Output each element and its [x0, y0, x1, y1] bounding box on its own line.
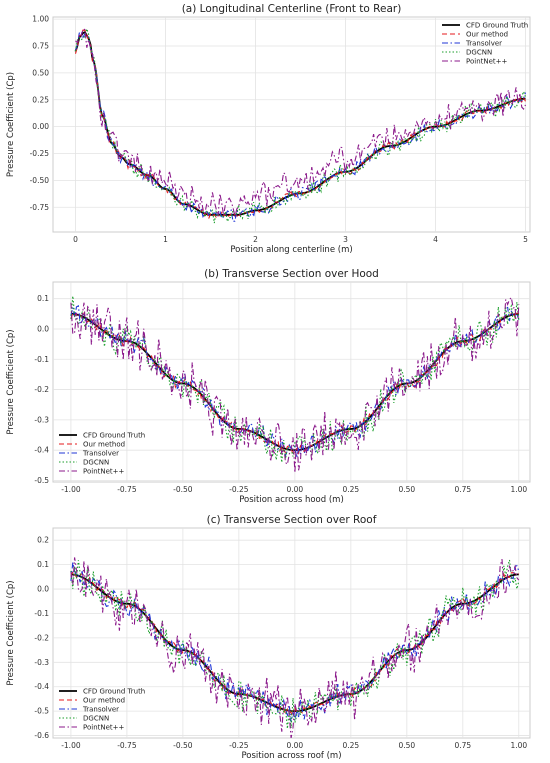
- y-tick-label: -0.5: [34, 476, 49, 485]
- y-tick-label: -0.5: [34, 707, 49, 716]
- legend-label: PointNet++: [83, 468, 125, 476]
- y-tick-label: -0.4: [34, 446, 49, 455]
- legend-label: Our method: [466, 31, 508, 39]
- legend-label: DGCNN: [83, 715, 109, 723]
- chart-panel-3: -1.00 -0.75 -0.50 -0.25 0.00 0.25 0.50 0.75 1.00…: [6, 514, 531, 761]
- plot-area: [52, 281, 531, 483]
- series-line-our-method: [74, 29, 526, 221]
- x-tick-label: -0.75: [117, 741, 137, 750]
- y-tick-label: 0.1: [37, 560, 49, 569]
- x-tick-label: -0.25: [229, 485, 249, 494]
- y-tick-label: -0.4: [34, 682, 49, 691]
- legend-label: Transolver: [82, 706, 119, 714]
- series-line-dgcnn: [74, 26, 527, 224]
- x-tick-label: 0.00: [287, 485, 304, 494]
- y-tick-label: -0.25: [30, 149, 50, 158]
- legend-label: PointNet++: [83, 724, 125, 732]
- x-axis-label: Position along centerline (m): [230, 245, 352, 255]
- chart-title: (b) Transverse Section over Hood: [204, 268, 379, 280]
- legend-label: Our method: [83, 441, 125, 449]
- y-tick-label: 0.0: [37, 324, 49, 333]
- legend-label: DGCNN: [466, 49, 492, 57]
- x-tick-label: 0.75: [454, 741, 471, 750]
- x-tick-label: -1.00: [61, 485, 81, 494]
- series-line-dgcnn: [70, 559, 520, 729]
- y-tick-label: -0.75: [30, 203, 50, 212]
- legend-label: CFD Ground Truth: [466, 22, 528, 30]
- y-axis-label: Pressure Coefficient (Cp): [6, 72, 16, 177]
- y-tick-label: 0.0: [37, 585, 49, 594]
- x-tick-label: -0.50: [173, 741, 193, 750]
- y-tick-label: 0.1: [37, 294, 49, 303]
- legend-label: PointNet++: [466, 58, 508, 66]
- x-tick-label: 0.25: [342, 485, 359, 494]
- y-tick-label: 0.00: [32, 122, 49, 131]
- chart-title: (a) Longitudinal Centerline (Front to Re…: [182, 3, 402, 15]
- x-tick-label: 1.00: [510, 485, 527, 494]
- x-tick-label: 2: [253, 235, 258, 244]
- legend-label: Transolver: [82, 450, 119, 458]
- legend-label: CFD Ground Truth: [83, 688, 145, 696]
- y-axis-label: Pressure Coefficient (Cp): [6, 329, 16, 434]
- y-tick-label: -0.3: [34, 415, 49, 424]
- y-tick-label: -0.6: [34, 731, 49, 740]
- series-line-pointnet-: [75, 28, 526, 217]
- x-tick-label: 4: [433, 235, 438, 244]
- x-tick-label: -1.00: [61, 741, 81, 750]
- plot-area: [52, 527, 531, 739]
- legend-label: Transolver: [465, 40, 502, 48]
- y-tick-label: -0.2: [34, 385, 49, 394]
- y-tick-label: 0.25: [32, 95, 49, 104]
- y-tick-label: -0.2: [34, 633, 49, 642]
- chart-panel-2: -1.00 -0.75 -0.50 -0.25 0.00 0.25 0.50 0.75 1.00…: [6, 268, 531, 505]
- series-line-cfd-ground-truth: [70, 312, 519, 452]
- x-tick-label: 0.00: [287, 741, 304, 750]
- x-tick-label: 5: [523, 235, 528, 244]
- y-tick-label: 0.75: [32, 42, 49, 51]
- y-tick-label: -0.1: [34, 355, 49, 364]
- y-tick-label: -0.3: [34, 658, 49, 667]
- x-tick-label: 0.25: [342, 741, 359, 750]
- x-tick-label: 0: [73, 235, 78, 244]
- y-tick-label: 0.50: [32, 68, 49, 77]
- chart-panel-1: 0 1 2 3 4 5 -0.75 -0.50 -0.25 0.00 0.25 0.50 0.75 1.0…: [6, 3, 531, 255]
- x-tick-label: -0.25: [229, 741, 249, 750]
- y-tick-label: 0.2: [37, 536, 49, 545]
- x-tick-label: 0.75: [454, 485, 471, 494]
- y-tick-label: -0.1: [34, 609, 49, 618]
- y-tick-label: -0.50: [30, 176, 50, 185]
- x-tick-label: 0.50: [398, 741, 415, 750]
- y-axis-label: Pressure Coefficient (Cp): [6, 580, 16, 685]
- x-tick-label: 3: [343, 235, 348, 244]
- x-axis-label: Position across hood (m): [239, 495, 344, 505]
- x-tick-label: 1.00: [510, 741, 527, 750]
- legend-label: CFD Ground Truth: [83, 432, 145, 440]
- x-tick-label: -0.50: [173, 485, 193, 494]
- series-line-pointnet-: [70, 557, 520, 738]
- legend-label: DGCNN: [83, 459, 109, 467]
- x-axis-label: Position across roof (m): [241, 751, 341, 761]
- x-tick-label: 1: [163, 235, 168, 244]
- y-tick-label: 1.00: [32, 15, 49, 24]
- x-tick-label: 0.50: [398, 485, 415, 494]
- x-tick-label: -0.75: [117, 485, 137, 494]
- series-line-pointnet-: [70, 296, 520, 473]
- legend-label: Our method: [83, 697, 125, 705]
- chart-title: (c) Transverse Section over Roof: [207, 514, 377, 526]
